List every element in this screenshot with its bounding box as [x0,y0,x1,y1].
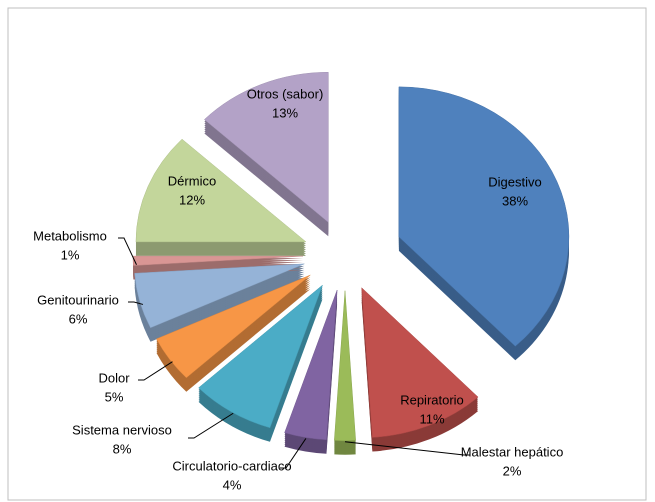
slice-value-label: 12% [179,192,205,207]
slice [204,71,329,223]
slice-label: Dolor [98,370,130,385]
slice-label: Dérmico [168,173,216,188]
slice [361,287,479,438]
leader-line [138,361,173,381]
slice-value-label: 5% [105,389,124,404]
slice-label: Sistema nervioso [72,422,172,437]
leader-line [118,237,137,265]
slice [135,138,307,243]
leader-line [280,438,307,469]
slice [134,263,305,329]
slice-label: Metabolismo [33,228,107,243]
slice-label: Digestivo [488,174,541,189]
slice [284,289,338,441]
slice-label: Otros (sabor) [247,86,324,101]
slice-value-label: 13% [272,105,298,120]
slice-value-label: 11% [419,411,444,426]
slice-value-label: 4% [223,477,242,492]
leader-line [128,301,144,305]
slice [334,290,356,441]
slice [156,274,311,379]
leader-line [188,412,234,439]
leader-line [344,441,470,456]
slice-label: Repiratorio [400,392,464,407]
slice-label: Malestar hepático [461,444,564,459]
slice-value-label: 38% [502,193,528,208]
slice-value-label: 6% [69,311,88,326]
slice-value-label: 2% [503,463,522,478]
slice-label: Circulatorio-cardiaco [172,458,291,473]
slice [398,86,570,347]
slice-label: Genitourinario [37,292,119,307]
slice-value-label: 8% [113,441,132,456]
slice [198,284,324,429]
slice-value-label: 1% [61,247,80,262]
